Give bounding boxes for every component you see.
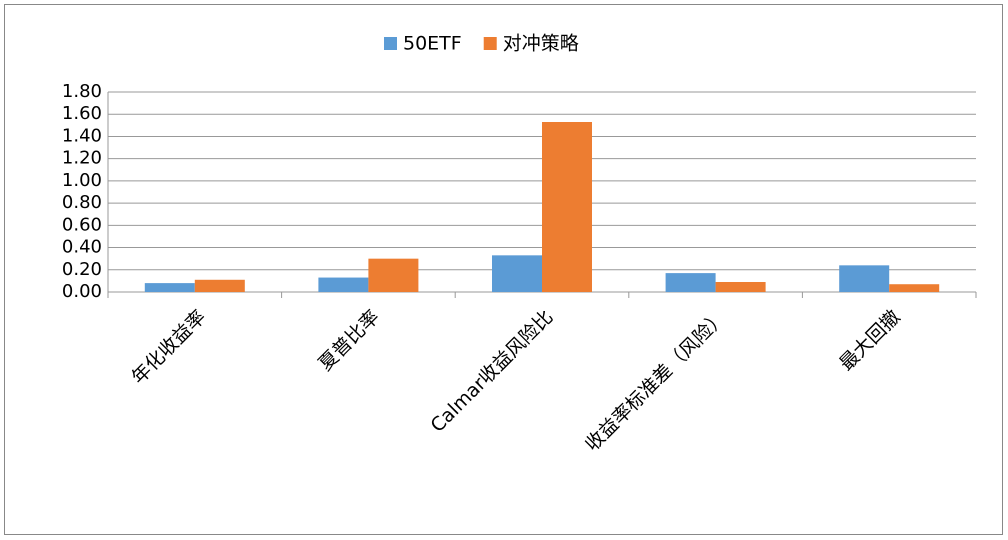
legend-swatch (384, 37, 397, 50)
y-tick-label: 1.20 (62, 148, 102, 169)
bar (144, 283, 195, 292)
bar (368, 258, 419, 292)
y-tick-label: 0.60 (62, 214, 102, 235)
y-tick-label: 1.60 (62, 103, 102, 124)
legend-label: 50ETF (403, 33, 462, 55)
y-tick-label: 0.40 (62, 237, 102, 258)
bar (492, 255, 542, 292)
y-tick-label: 0.80 (62, 192, 102, 213)
y-tick-label: 1.80 (62, 81, 102, 102)
legend-label: 对冲策略 (503, 33, 579, 55)
y-tick-label: 1.40 (62, 125, 102, 146)
bar (542, 122, 592, 292)
y-tick-label: 0.20 (62, 259, 102, 280)
legend-swatch (483, 37, 497, 50)
bar (715, 282, 766, 292)
bar (665, 273, 716, 292)
bar (194, 279, 245, 292)
y-tick-label: 0.00 (62, 281, 102, 302)
bar (318, 277, 369, 292)
bar (889, 284, 940, 292)
y-tick-label: 1.00 (62, 170, 102, 191)
bar (839, 265, 890, 292)
